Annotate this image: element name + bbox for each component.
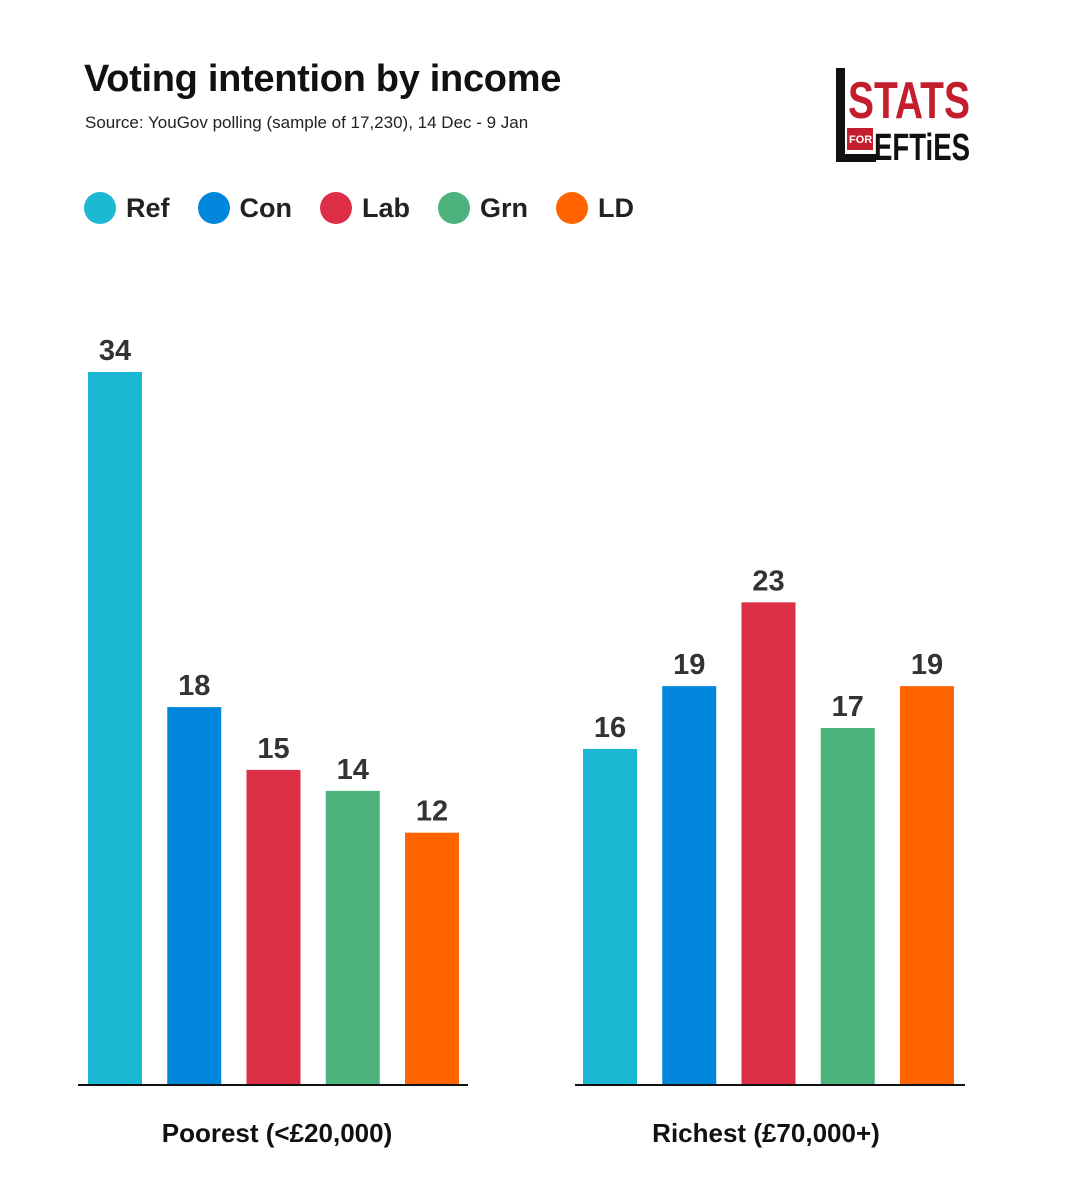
bar-lab-richest <box>741 602 796 1084</box>
legend-swatch-lab <box>320 192 352 224</box>
bar-grn-richest <box>820 728 875 1084</box>
data-label-ld-richest: 19 <box>911 649 943 681</box>
logo-text-top: STATS <box>848 72 970 130</box>
legend-item-ref: Ref <box>84 192 170 224</box>
bar-ref-poorest <box>88 372 142 1084</box>
legend-swatch-con <box>197 192 230 224</box>
legend-item-ld: LD <box>556 192 634 224</box>
data-label-lab-poorest: 15 <box>257 733 289 765</box>
bar-con-poorest <box>167 707 222 1084</box>
group-label-richest: Richest (£70,000+) <box>652 1118 880 1148</box>
data-label-lab-richest: 23 <box>752 565 784 597</box>
logo-text-bottom: EFTiES <box>874 127 970 166</box>
bar-con-richest <box>662 686 717 1084</box>
data-label-ref-poorest: 34 <box>99 335 131 367</box>
legend-swatch-ref <box>84 192 116 224</box>
legend-label: LD <box>598 192 635 223</box>
data-label-con-poorest: 18 <box>178 670 210 702</box>
chart-subtitle: Source: YouGov polling (sample of 17,230… <box>85 113 529 132</box>
stats-for-lefties-logo: STATS FOR EFTiES <box>836 68 970 166</box>
legend-item-con: Con <box>197 192 292 224</box>
bar-ref-richest <box>583 748 637 1084</box>
legend: Ref Con Lab Grn LD <box>84 192 662 224</box>
legend-item-lab: Lab <box>320 192 410 224</box>
data-label-grn-richest: 17 <box>832 691 864 723</box>
legend-label: Grn <box>480 192 529 223</box>
data-label-grn-poorest: 14 <box>337 754 369 786</box>
bar-grn-poorest <box>325 790 380 1084</box>
legend-swatch-ld <box>556 192 589 224</box>
legend-label: Ref <box>126 192 170 223</box>
group-label-poorest: Poorest (<£20,000) <box>161 1118 393 1148</box>
chart-title: Voting intention by income <box>84 58 562 100</box>
legend-label: Lab <box>362 192 411 223</box>
data-label-ref-richest: 16 <box>594 712 626 744</box>
bar-ld-poorest <box>405 832 459 1084</box>
bar-ld-richest <box>900 686 954 1084</box>
bar-lab-poorest <box>246 769 301 1084</box>
data-label-con-richest: 19 <box>673 649 705 681</box>
legend-item-grn: Grn <box>438 192 528 224</box>
logo-text-small: FOR <box>849 134 872 146</box>
legend-label: Con <box>239 192 292 223</box>
data-label-ld-poorest: 12 <box>416 796 448 828</box>
legend-swatch-grn <box>438 192 471 224</box>
